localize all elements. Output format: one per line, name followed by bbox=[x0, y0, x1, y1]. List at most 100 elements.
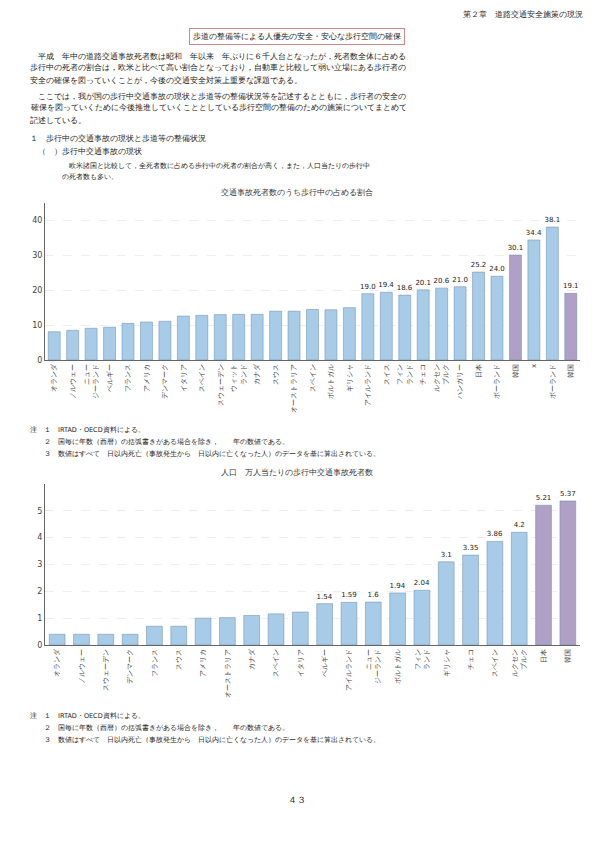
svg-text:アイルランド: アイルランド bbox=[364, 364, 372, 406]
svg-text:チェコ: チェコ bbox=[467, 649, 475, 670]
svg-text:ニュージーランド: ニュージーランド bbox=[83, 364, 100, 399]
svg-text:日本: 日本 bbox=[540, 649, 548, 663]
svg-text:19.0: 19.0 bbox=[360, 283, 376, 291]
svg-text:ベルギー: ベルギー bbox=[321, 649, 329, 677]
svg-text:安全の確保を図っていくことが，今後の交通安全対策上重要な課題: 安全の確保を図っていくことが，今後の交通安全対策上重要な課題である。 bbox=[30, 76, 302, 85]
svg-text:20.6: 20.6 bbox=[434, 277, 450, 285]
svg-text:４３: ４３ bbox=[288, 795, 306, 805]
svg-text:4: 4 bbox=[37, 533, 42, 542]
svg-text:イタリア: イタリア bbox=[297, 649, 305, 677]
svg-text:交通事故死者数のうち歩行中の占める割合: 交通事故死者数のうち歩行中の占める割合 bbox=[221, 188, 373, 197]
svg-text:3.35: 3.35 bbox=[463, 544, 479, 552]
svg-text:人口 万人当たりの歩行中交通事故死者数: 人口 万人当たりの歩行中交通事故死者数 bbox=[221, 468, 373, 477]
svg-text:２ 国毎に年数（西暦）の括弧書きがある場合を除き， 年の数: ２ 国毎に年数（西暦）の括弧書きがある場合を除き， 年の数値である。 bbox=[30, 724, 289, 732]
svg-text:18.6: 18.6 bbox=[397, 284, 413, 292]
svg-text:３ 数値はすべて 日以内死亡（事故発生から 日以内に亡くなっ: ３ 数値はすべて 日以内死亡（事故発生から 日以内に亡くなった人）のデータを基に… bbox=[30, 450, 380, 458]
svg-text:3.1: 3.1 bbox=[441, 551, 452, 559]
svg-text:19.1: 19.1 bbox=[563, 282, 579, 290]
svg-text:38.1: 38.1 bbox=[545, 216, 561, 224]
svg-text:ギリシャ: ギリシャ bbox=[346, 364, 354, 392]
svg-text:スペイン: スペイン bbox=[272, 649, 280, 677]
svg-text:30.1: 30.1 bbox=[508, 244, 524, 252]
svg-text:1: 1 bbox=[37, 614, 42, 623]
svg-text:ポーランド: ポーランド bbox=[549, 364, 557, 399]
svg-text:平成 年中の道路交通事故死者数は昭和 年以来 年ぶりに６千人: 平成 年中の道路交通事故死者数は昭和 年以来 年ぶりに６千人台となったが，死者数… bbox=[30, 52, 406, 61]
svg-text:注 １ IRTAD・OECD資料による。: 注 １ IRTAD・OECD資料による。 bbox=[30, 712, 145, 720]
svg-text:オランダ: オランダ bbox=[50, 363, 58, 392]
svg-text:ノルウェー: ノルウェー bbox=[78, 649, 86, 684]
svg-text:5.21: 5.21 bbox=[536, 494, 552, 502]
svg-text:カナダ: カナダ bbox=[253, 363, 261, 385]
svg-text:デンマーク: デンマーク bbox=[161, 364, 169, 399]
svg-text:記述している。: 記述している。 bbox=[30, 116, 86, 125]
svg-text:オーストラリア: オーストラリア bbox=[224, 649, 232, 698]
svg-text:アメリカ: アメリカ bbox=[143, 364, 151, 392]
svg-text:スウス: スウス bbox=[272, 364, 280, 385]
svg-text:ルクセンブルク: ルクセンブルク bbox=[433, 364, 450, 392]
svg-text:スウェーデン: スウェーデン bbox=[217, 364, 225, 406]
svg-text:デンマーク: デンマーク bbox=[126, 649, 134, 684]
svg-text:ニュージーランド: ニュージーランド bbox=[365, 649, 382, 684]
svg-text:フランス: フランス bbox=[151, 649, 159, 677]
svg-text:２ 国毎に年数（西暦）の括弧書きがある場合を除き， 年の数: ２ 国毎に年数（西暦）の括弧書きがある場合を除き， 年の数値である。 bbox=[30, 438, 289, 446]
svg-text:注 １ IRTAD・OECD資料による。: 注 １ IRTAD・OECD資料による。 bbox=[30, 426, 145, 434]
svg-text:オーストラリア: オーストラリア bbox=[290, 364, 298, 413]
svg-text:スイス: スイス bbox=[383, 364, 391, 385]
svg-text:ルクセンブルク: ルクセンブルク bbox=[511, 649, 528, 677]
svg-text:チェコ: チェコ bbox=[419, 364, 427, 385]
svg-text:2: 2 bbox=[37, 587, 42, 596]
svg-text:確保を図っていくために今後推進していくこととしている歩行空間: 確保を図っていくために今後推進していくこととしている歩行空間の整備のための施策に… bbox=[30, 103, 407, 112]
svg-text:10: 10 bbox=[32, 321, 42, 330]
svg-text:ウィットランド: ウィットランド bbox=[230, 364, 247, 392]
svg-text:欧米諸国と比較して，全死者数に占める歩行中の死者の割合が高く: 欧米諸国と比較して，全死者数に占める歩行中の死者の割合が高く，また，人口当たりの… bbox=[62, 161, 370, 170]
svg-text:フィンランド: フィンランド bbox=[396, 364, 413, 385]
svg-text:韓国: 韓国 bbox=[567, 364, 575, 378]
svg-text:スペイン: スペイン bbox=[309, 364, 317, 392]
svg-text:24.0: 24.0 bbox=[489, 265, 505, 273]
svg-text:ベルギー: ベルギー bbox=[106, 364, 114, 392]
svg-text:イタリア: イタリア bbox=[180, 364, 188, 392]
svg-text:40: 40 bbox=[32, 216, 42, 225]
svg-text:2.04: 2.04 bbox=[414, 579, 430, 587]
svg-text:韓国: 韓国 bbox=[564, 649, 572, 663]
svg-text:1.6: 1.6 bbox=[367, 591, 379, 599]
svg-text:３ 数値はすべて 日以内死亡（事故発生から 日以内に亡くなっ: ３ 数値はすべて 日以内死亡（事故発生から 日以内に亡くなった人）のデータを基に… bbox=[30, 736, 380, 744]
svg-text:1.59: 1.59 bbox=[341, 591, 357, 599]
svg-text:ポルトガル: ポルトガル bbox=[394, 649, 402, 684]
svg-text:3: 3 bbox=[37, 560, 42, 569]
svg-text:5.37: 5.37 bbox=[560, 490, 576, 498]
svg-text:オランダ: オランダ bbox=[53, 648, 61, 677]
svg-text:30: 30 bbox=[32, 251, 42, 260]
svg-text:ポルトガル: ポルトガル bbox=[327, 364, 335, 399]
svg-text:1.54: 1.54 bbox=[317, 593, 333, 601]
svg-text:スウェーデン: スウェーデン bbox=[102, 649, 110, 691]
svg-text:x: x bbox=[530, 364, 538, 368]
svg-text:カナダ: カナダ bbox=[248, 648, 256, 670]
svg-text:20.1: 20.1 bbox=[415, 279, 431, 287]
svg-text:1.94: 1.94 bbox=[390, 582, 406, 590]
svg-text:フランス: フランス bbox=[124, 364, 132, 392]
svg-text:3.86: 3.86 bbox=[487, 530, 503, 538]
svg-text:第２章 道路交通安全施策の現況: 第２章 道路交通安全施策の現況 bbox=[463, 10, 583, 19]
svg-text:アイルランド: アイルランド bbox=[345, 649, 353, 691]
svg-text:4.2: 4.2 bbox=[514, 521, 525, 529]
svg-text:20: 20 bbox=[32, 286, 42, 295]
svg-text:21.0: 21.0 bbox=[452, 276, 468, 284]
svg-text:ハンガリー: ハンガリー bbox=[456, 364, 464, 400]
svg-text:（ ）歩行中交通事故の現状: （ ）歩行中交通事故の現状 bbox=[38, 147, 142, 156]
svg-text:ノルウェー: ノルウェー bbox=[69, 364, 77, 399]
svg-text:5: 5 bbox=[37, 507, 42, 516]
svg-text:スペイン: スペイン bbox=[198, 364, 206, 392]
svg-text:0: 0 bbox=[37, 641, 42, 650]
svg-text:ここでは，我が国の歩行中交通事故の現状と歩道等の整備状況等を: ここでは，我が国の歩行中交通事故の現状と歩道等の整備状況等を記述するとともに，歩… bbox=[30, 92, 406, 101]
svg-text:19.4: 19.4 bbox=[378, 281, 394, 289]
svg-text:0: 0 bbox=[37, 356, 42, 365]
svg-text:日本: 日本 bbox=[475, 364, 483, 378]
svg-text:韓国: 韓国 bbox=[512, 364, 520, 378]
svg-text:ポーランド: ポーランド bbox=[493, 364, 501, 399]
svg-text:フィンランド: フィンランド bbox=[414, 649, 431, 670]
svg-text:の死者数も多い。: の死者数も多い。 bbox=[62, 172, 118, 181]
svg-text:１ 歩行中の交通事故の現状と歩道等の整備状況: １ 歩行中の交通事故の現状と歩道等の整備状況 bbox=[30, 134, 206, 143]
svg-text:スペイン: スペイン bbox=[491, 649, 499, 677]
svg-text:歩行中の死者の割合は，欧米と比べて高い割合となっており，自動: 歩行中の死者の割合は，欧米と比べて高い割合となっており，自動車と比較して弱い立場… bbox=[30, 63, 406, 72]
